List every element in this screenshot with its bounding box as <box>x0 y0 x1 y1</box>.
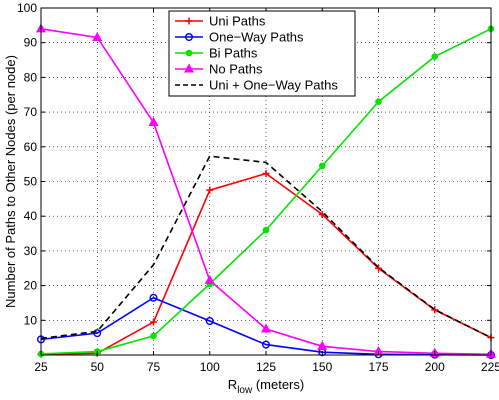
legend-entry: Uni + One−Way Paths <box>175 78 338 93</box>
x-tick-label: 125 <box>256 360 276 374</box>
data-point <box>375 98 382 105</box>
y-tick-label: 20 <box>24 279 38 293</box>
data-point <box>206 186 214 194</box>
legend-marker <box>185 49 193 57</box>
legend-marker <box>185 17 193 25</box>
data-point <box>318 162 326 170</box>
y-tick-label: 50 <box>24 175 38 189</box>
data-point <box>92 31 103 41</box>
series-5 <box>40 155 492 340</box>
legend-label: Uni Paths <box>209 14 266 29</box>
y-tick-label: 80 <box>24 70 38 84</box>
legend-label: Uni + One−Way Paths <box>209 78 338 93</box>
data-point <box>262 226 270 234</box>
legend-label: No Paths <box>209 62 263 77</box>
data-point <box>262 170 270 178</box>
data-point <box>150 332 157 340</box>
data-point <box>431 53 439 60</box>
legend-marker <box>183 63 195 73</box>
y-axis-label: Number of Paths to Other Nodes (per node… <box>3 55 18 308</box>
data-point <box>262 340 271 349</box>
y-tick-label: 40 <box>24 209 38 223</box>
legend-label: Bi Paths <box>209 46 258 61</box>
x-axis-label-main: R <box>228 377 237 392</box>
legend-marker <box>184 33 193 42</box>
x-tick-label: 25 <box>34 360 48 374</box>
data-point <box>317 340 328 350</box>
x-tick-label: 75 <box>147 360 161 374</box>
y-tick-label: 70 <box>24 105 38 119</box>
legend-entry: One−Way Paths <box>175 30 304 45</box>
x-tick-label: 50 <box>91 360 105 374</box>
y-tick-label: 10 <box>24 313 38 327</box>
data-point <box>375 264 382 272</box>
series-4 <box>35 23 497 358</box>
y-tick-label: 60 <box>24 140 38 154</box>
x-tick-label: 225 <box>481 360 499 374</box>
data-point <box>148 116 159 127</box>
y-tick-label: 100 <box>17 1 37 15</box>
x-axis-label-subscript: low <box>237 385 253 396</box>
data-point <box>431 306 439 314</box>
legend-entry: Uni Paths <box>175 14 266 29</box>
legend-entry: Bi Paths <box>175 46 258 61</box>
x-axis-label-unit: (meters) <box>252 377 304 392</box>
tick-layer: 25 50 75 100 125 150 175 200 225 10 20 30 40 50 60 70 80… <box>17 1 499 374</box>
data-point <box>93 329 102 338</box>
data-point <box>149 293 158 302</box>
data-point <box>204 274 215 284</box>
data-point <box>260 323 272 333</box>
data-point <box>150 318 157 326</box>
y-tick-label: 30 <box>24 244 38 258</box>
x-axis-label: Rlow (meters) <box>228 377 304 396</box>
legend-entry: No Paths <box>175 62 263 77</box>
legend-label: One−Way Paths <box>209 30 304 45</box>
y-tick-label: 90 <box>24 36 38 50</box>
x-tick-label: 150 <box>312 360 332 374</box>
x-tick-label: 175 <box>368 360 388 374</box>
x-tick-label: 100 <box>200 360 220 374</box>
data-point <box>205 316 214 325</box>
series-line <box>40 155 492 340</box>
x-tick-label: 200 <box>425 360 445 374</box>
